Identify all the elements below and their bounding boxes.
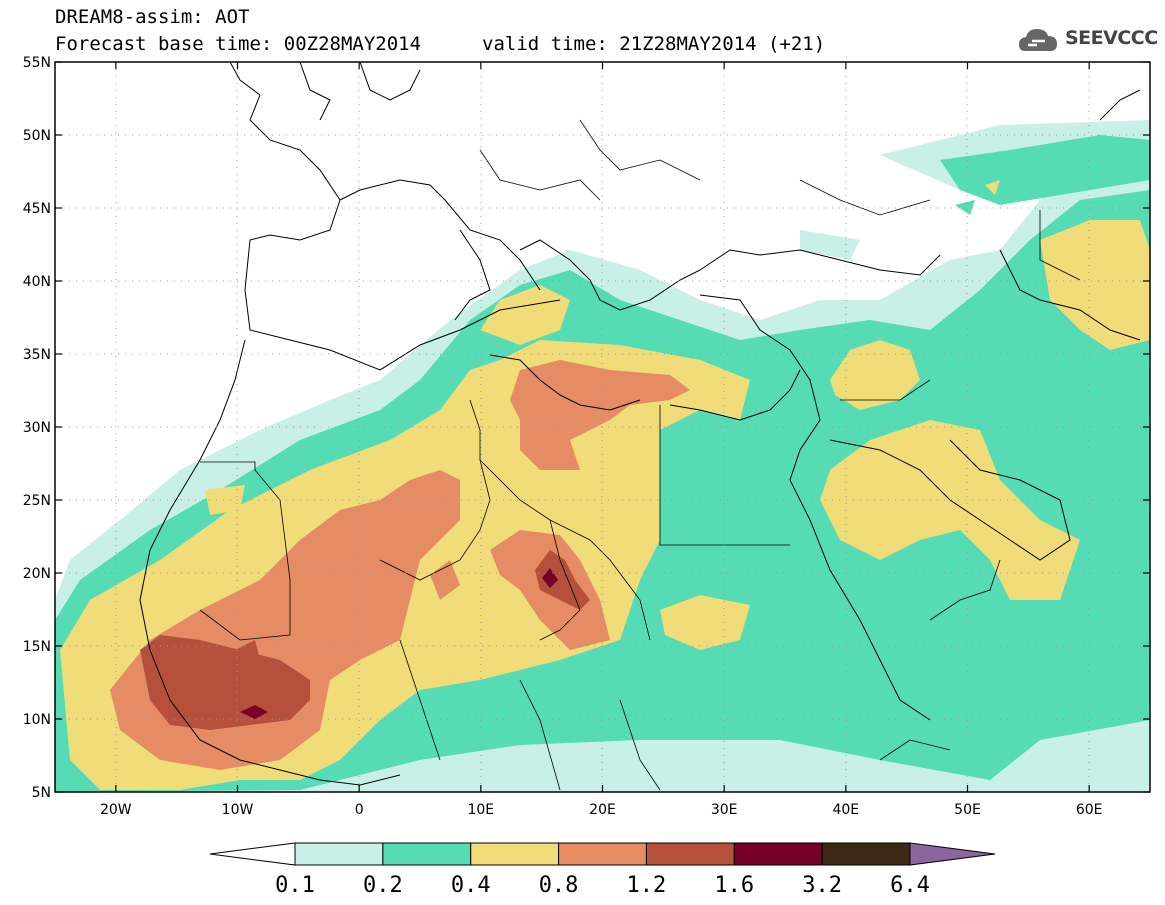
lat-label: 20N (23, 566, 51, 582)
lon-label: 20W (100, 802, 132, 818)
lat-label: 35N (23, 347, 51, 363)
colorbar-swatch (645, 842, 735, 866)
lon-label: 20E (589, 802, 616, 818)
cloud-icon (1019, 29, 1057, 51)
colorbar-label: 1.6 (714, 873, 754, 898)
aot-map: 5N 10N 15N 20N 25N 30N 35N 40N 45N 50N 55N 20W 10W 0… (23, 55, 1151, 818)
colorbar-swatch (909, 842, 996, 866)
colorbar-label: 0.4 (451, 873, 491, 898)
lat-label: 40N (23, 274, 51, 290)
colorbar-swatch (821, 842, 911, 866)
lon-label: 50E (954, 802, 981, 818)
lon-label: 60E (1076, 802, 1103, 818)
colorbar-swatch (733, 842, 823, 866)
lat-label: 10N (23, 712, 51, 728)
colorbar-swatch (382, 842, 472, 866)
colorbar-label: 6.4 (890, 873, 930, 898)
lon-label: 10W (222, 802, 254, 818)
lat-label: 25N (23, 493, 51, 509)
colorbar-swatch (294, 842, 384, 866)
coastlines (139, 62, 1141, 786)
colorbar-label: 1.2 (627, 873, 667, 898)
colorbar-label: 0.2 (363, 873, 403, 898)
aot-band-1-2 (140, 550, 590, 730)
lon-label: 30E (711, 802, 738, 818)
colorbar-swatch (209, 842, 296, 866)
valid-time: valid time: 21Z28MAY2014 (+21) (482, 33, 826, 55)
graticule (55, 62, 1150, 792)
colorbar-label: 0.8 (539, 873, 579, 898)
colorbar-label: 0.1 (275, 873, 315, 898)
map-title: DREAM8-assim: AOT (55, 6, 250, 28)
colorbar-swatch (470, 842, 560, 866)
lat-label: 55N (23, 55, 51, 71)
lon-label: 40E (832, 802, 859, 818)
borders (199, 119, 1081, 791)
lat-label: 45N (23, 201, 51, 217)
colorbar-swatch (558, 842, 647, 866)
lon-label: 10E (467, 802, 494, 818)
lat-label: 50N (23, 128, 51, 144)
colorbar-label: 3.2 (802, 873, 842, 898)
lat-label: 15N (23, 639, 51, 655)
forecast-base-time: Forecast base time: 00Z28MAY2014 (55, 33, 422, 55)
lon-label: 0 (355, 802, 364, 818)
lat-label: 30N (23, 420, 51, 436)
logo-text: SEEVCCC (1065, 27, 1158, 49)
lat-label: 5N (32, 785, 51, 801)
